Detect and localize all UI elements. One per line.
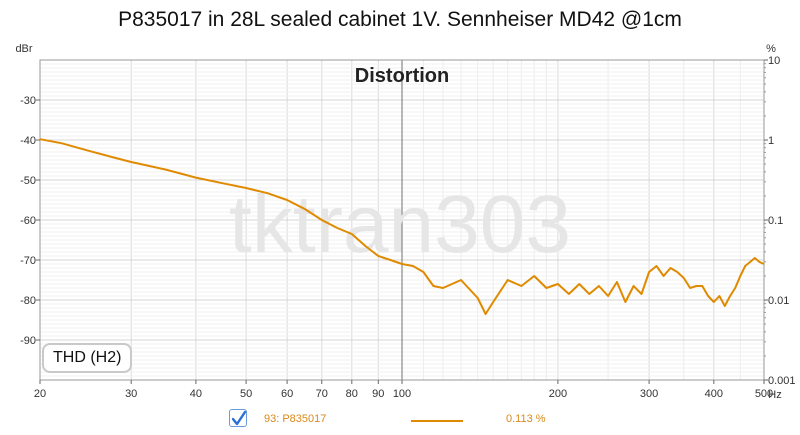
y-tick-label-left: -30 [20, 95, 36, 107]
y-tick-label-left: -90 [20, 335, 36, 347]
x-tick-label: 50 [240, 388, 252, 400]
x-axis: 20 30 40 50 60 70 80 90 100 200 300 400 500 [34, 380, 773, 400]
x-tick-label: 100 [393, 388, 411, 400]
y-axis-left: -30 -40 -50 -60 -70 -80 -90 [20, 95, 40, 347]
y-tick-label-left: -70 [20, 255, 36, 267]
legend-value: 0.113 % [506, 413, 546, 425]
series-group [39, 138, 765, 315]
y-tick-label-right: 10 [768, 55, 780, 67]
watermark: tktran303 [229, 179, 571, 270]
y-tick-label-right: 1 [768, 135, 774, 147]
legend-line-swatch [411, 420, 463, 422]
x-tick-label: 300 [640, 388, 658, 400]
grid [39, 59, 765, 381]
x-axis-unit: Hz [768, 389, 781, 401]
x-tick-label: 80 [346, 388, 358, 400]
y-tick-label-left: -50 [20, 175, 36, 187]
x-tick-label: 40 [190, 388, 202, 400]
check-icon [231, 410, 247, 426]
y-axis-right: 10 1 0.1 0.01 0.001 [764, 55, 796, 387]
series-line [39, 138, 765, 315]
y-axis-left-unit: dBr [15, 43, 32, 55]
y-tick-label-right: 0.1 [768, 215, 783, 227]
x-tick-label: 500 [755, 388, 773, 400]
y-tick-label-left: -40 [20, 135, 36, 147]
x-tick-label: 60 [281, 388, 293, 400]
x-tick-label: 200 [549, 388, 567, 400]
x-tick-label: 70 [316, 388, 328, 400]
chart-subtitle: Distortion [355, 65, 449, 87]
series-checkbox[interactable] [229, 409, 247, 427]
y-tick-label-right: 0.001 [768, 375, 796, 387]
y-axis-right-unit: % [766, 43, 776, 55]
x-tick-label: 400 [705, 388, 723, 400]
x-tick-label: 20 [34, 388, 46, 400]
y-tick-label-left: -60 [20, 215, 36, 227]
y-tick-label-right: 0.01 [768, 295, 789, 307]
x-tick-label: 90 [372, 388, 384, 400]
y-tick-label-left: -80 [20, 295, 36, 307]
legend-series-label: 93: P835017 [264, 413, 327, 425]
thd-badge: THD (H2) [42, 343, 133, 373]
x-tick-label: 30 [125, 388, 137, 400]
page-title: P835017 in 28L sealed cabinet 1V. Sennhe… [118, 8, 682, 31]
